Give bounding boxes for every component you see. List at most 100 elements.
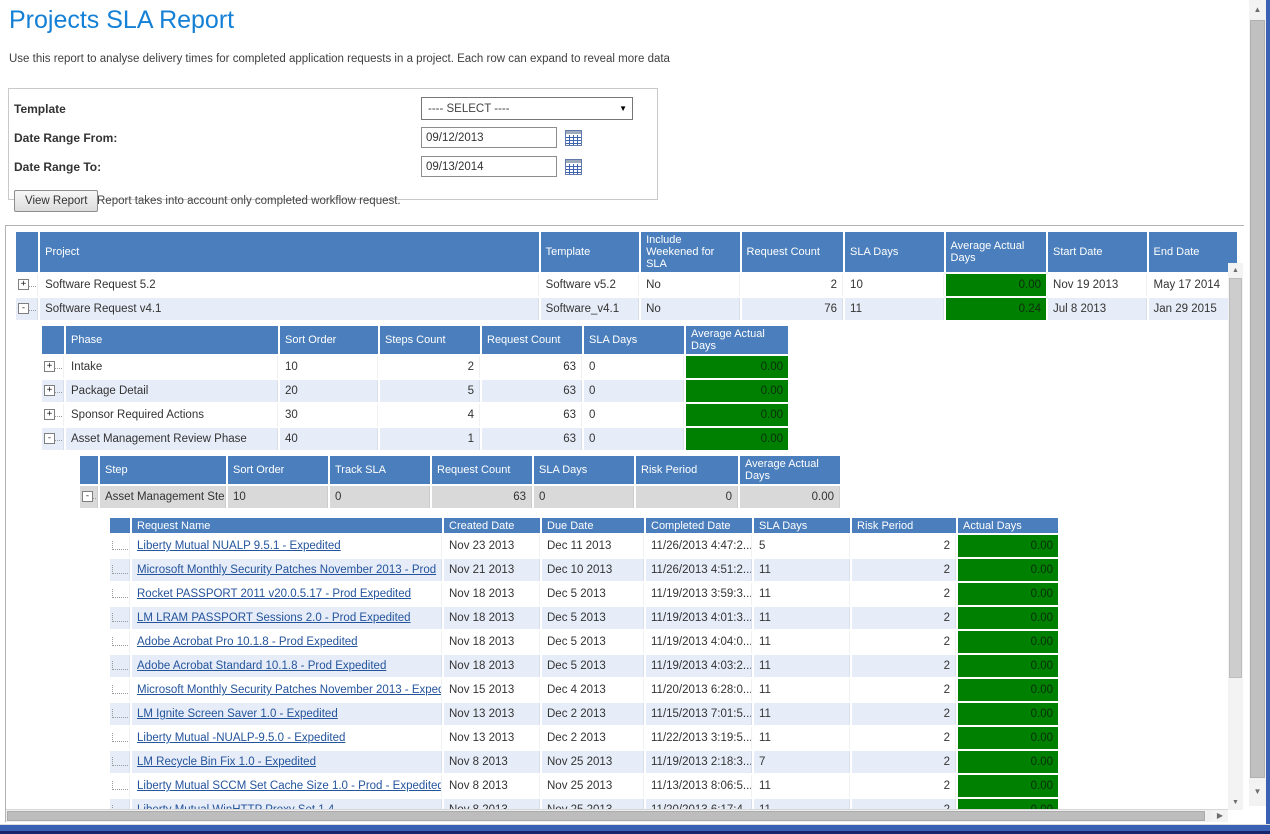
inner-horizontal-scrollbar[interactable]: ▶ [6, 809, 1228, 822]
table-row: - Asset Management Review Phase 40 1 63 0 0.00 [42, 428, 788, 450]
page-vertical-scrollbar-thumb[interactable] [1250, 20, 1265, 778]
completed-date-cell: 11/19/2013 3:59:3... [646, 583, 752, 605]
inner-vertical-scrollbar-thumb[interactable] [1229, 278, 1242, 678]
created-date-cell: Nov 23 2013 [444, 535, 540, 557]
expander-cell [110, 775, 130, 797]
sla-days-cell: 11 [845, 298, 944, 320]
created-date-cell: Nov 18 2013 [444, 607, 540, 629]
request-name-link[interactable]: Microsoft Monthly Security Patches Novem… [137, 564, 437, 576]
scroll-up-icon[interactable]: ▲ [1249, 2, 1266, 18]
table-row: Liberty Mutual SCCM Set Cache Size 1.0 -… [110, 775, 1058, 797]
step-header-request-count: Request Count [432, 456, 532, 484]
phase-cell: Intake [66, 356, 278, 378]
request-name-link[interactable]: LM Recycle Bin Fix 1.0 - Expedited [137, 756, 316, 768]
request-count-cell: 63 [482, 428, 582, 450]
scroll-up-icon[interactable]: ▲ [1228, 263, 1243, 278]
inner-vertical-scrollbar[interactable]: ▲ ▼ [1228, 263, 1243, 810]
request-count-cell: 63 [482, 404, 582, 426]
expand-icon[interactable]: + [44, 361, 55, 373]
date-from-label: Date Range From: [14, 130, 118, 145]
actual-days-cell: 0.00 [958, 727, 1058, 749]
table-row: Rocket PASSPORT 2011 v20.0.5.17 - Prod E… [110, 583, 1058, 605]
request-count-cell: 63 [482, 380, 582, 402]
template-select[interactable]: ---- SELECT ---- ▼ [421, 97, 633, 120]
completed-date-cell: 11/19/2013 4:01:3... [646, 607, 752, 629]
table-row: LM LRAM PASSPORT Sessions 2.0 - Prod Exp… [110, 607, 1058, 629]
expander-cell [110, 727, 130, 749]
risk-period-cell: 2 [852, 703, 956, 725]
due-date-cell: Dec 11 2013 [542, 535, 644, 557]
risk-period-cell: 2 [852, 607, 956, 629]
inner-horizontal-scrollbar-thumb[interactable] [7, 811, 1205, 821]
step-header-sort-order: Sort Order [228, 456, 328, 484]
avg-actual-days-cell: 0.00 [686, 428, 788, 450]
completed-date-cell: 11/26/2013 4:47:2... [646, 535, 752, 557]
scroll-down-icon[interactable]: ▼ [1228, 795, 1243, 810]
sla-days-cell: 11 [754, 727, 850, 749]
expander-cell: - [80, 486, 98, 508]
request-name-link[interactable]: LM LRAM PASSPORT Sessions 2.0 - Prod Exp… [137, 612, 411, 624]
phase-cell: Asset Management Review Phase [66, 428, 278, 450]
sla-days-cell: 10 [845, 274, 944, 296]
actual-days-cell: 0.00 [958, 535, 1058, 557]
completed-date-cell: 11/20/2013 6:28:0... [646, 679, 752, 701]
sla-days-cell: 11 [754, 631, 850, 653]
request-name-cell: Liberty Mutual SCCM Set Cache Size 1.0 -… [132, 775, 442, 797]
request-name-link[interactable]: Adobe Acrobat Pro 10.1.8 - Prod Expedite… [137, 636, 358, 648]
request-header-expander [110, 518, 130, 533]
table-row: + Sponsor Required Actions 30 4 63 0 0.00 [42, 404, 788, 426]
expander-cell [110, 607, 130, 629]
collapse-icon[interactable]: - [82, 491, 93, 503]
date-to-input[interactable] [421, 156, 557, 177]
collapse-icon[interactable]: - [18, 303, 29, 315]
step-header-step: Step [100, 456, 226, 484]
tree-line [112, 661, 128, 671]
request-header-risk-period: Risk Period [852, 518, 956, 533]
date-from-input[interactable] [421, 127, 557, 148]
sla-days-cell: 0 [584, 404, 684, 426]
due-date-cell: Nov 25 2013 [542, 751, 644, 773]
collapse-icon[interactable]: - [44, 433, 55, 445]
step-level-grid: Step Sort Order Track SLA Request Count SLA … [78, 454, 842, 510]
tree-line [112, 565, 128, 575]
sort-order-cell: 10 [280, 356, 378, 378]
expander-cell [110, 559, 130, 581]
sla-days-cell: 0 [534, 486, 634, 508]
scroll-down-icon[interactable]: ▼ [1249, 784, 1266, 800]
report-note: Report takes into account only completed… [97, 194, 401, 207]
risk-period-cell: 2 [852, 679, 956, 701]
request-name-link[interactable]: LM Ignite Screen Saver 1.0 - Expedited [137, 708, 338, 720]
due-date-cell: Dec 5 2013 [542, 655, 644, 677]
steps-count-cell: 1 [380, 428, 480, 450]
expand-icon[interactable]: + [44, 409, 55, 421]
completed-date-cell: 11/15/2013 7:01:5... [646, 703, 752, 725]
expander-cell: + [16, 274, 39, 296]
calendar-icon[interactable] [565, 158, 582, 175]
request-name-link[interactable]: Rocket PASSPORT 2011 v20.0.5.17 - Prod E… [137, 588, 412, 600]
view-report-button[interactable]: View Report [14, 189, 99, 212]
project-header-include-weekend: Include Weekened for SLA [641, 232, 740, 272]
request-name-link[interactable]: Liberty Mutual SCCM Set Cache Size 1.0 -… [137, 780, 442, 792]
created-date-cell: Nov 8 2013 [444, 775, 540, 797]
created-date-cell: Nov 18 2013 [444, 655, 540, 677]
risk-period-cell: 0 [636, 486, 738, 508]
sla-days-cell: 0 [584, 380, 684, 402]
report-grid-container: Project Template Include Weekened for SLA R… [5, 225, 1244, 822]
expand-icon[interactable]: + [44, 385, 55, 397]
risk-period-cell: 2 [852, 775, 956, 797]
table-row: LM Recycle Bin Fix 1.0 - Expedited Nov 8 … [110, 751, 1058, 773]
phase-cell: Sponsor Required Actions [66, 404, 278, 426]
page-vertical-scrollbar[interactable]: ▲ ▼ [1249, 0, 1266, 806]
expand-icon[interactable]: + [18, 279, 29, 291]
table-row: + Software Request 5.2 Software v5.2 No 2 10 0… [16, 274, 1237, 296]
request-name-link[interactable]: Liberty Mutual -NUALP-9.5.0 - Expedited [137, 732, 346, 744]
due-date-cell: Dec 4 2013 [542, 679, 644, 701]
scroll-right-icon[interactable]: ▶ [1212, 810, 1228, 822]
request-name-link[interactable]: Liberty Mutual NUALP 9.5.1 - Expedited [137, 540, 341, 552]
request-name-link[interactable]: Microsoft Monthly Security Patches Novem… [137, 684, 442, 696]
avg-actual-days-cell: 0.00 [740, 486, 840, 508]
calendar-icon[interactable] [565, 129, 582, 146]
request-name-link[interactable]: Adobe Acrobat Standard 10.1.8 - Prod Exp… [137, 660, 387, 672]
due-date-cell: Dec 2 2013 [542, 727, 644, 749]
